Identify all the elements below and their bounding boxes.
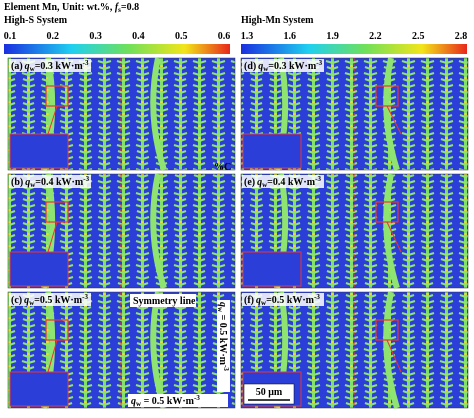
flux-value: = 0.5 kW·m [141,396,195,407]
panel-exp: -3 [315,175,321,183]
inset [9,133,69,169]
colorbar-tick-label: 0.1 [4,31,17,42]
colorbar-tick-label: 0.3 [89,31,102,42]
system-label: High-S System [4,15,68,26]
panel-sub: w [29,299,35,307]
panel-letter: (f) [244,295,254,306]
panel-var: q [24,295,29,306]
flux-var: q [217,302,228,307]
inset [9,371,69,407]
label-bg [9,59,91,72]
inset [242,251,302,287]
panel-label: (a) qw=0.3 kW·m-3 [11,59,89,73]
colorbar-tick-label: 0.6 [218,31,231,42]
panel-value: =0.4 kW·m [35,177,84,188]
panel-value: =0.3 kW·m [268,61,317,72]
panel-sub: w [262,181,268,189]
panel-letter: (c) [11,295,22,306]
panel-var: q [25,61,30,72]
panel: (d) qw=0.3 kW·m-3 [240,57,469,171]
zoom-arrow [386,105,402,135]
colorbar-tick-label: 0.2 [47,31,60,42]
panel: (b) qw=0.4 kW·m-3 [7,173,236,289]
flux-bg [217,300,230,392]
colorbar-tick-label: 1.3 [241,31,254,42]
flux-sub: w [136,400,142,408]
panel-exp: -3 [83,175,89,183]
panel: (f) qw=0.5 kW·m-3 [240,291,469,409]
panel: (a) qw=0.3 kW·m-3 [7,57,236,171]
flux-sub: w [216,307,224,313]
symmetry-label: Symmetry line [133,296,196,307]
colorbar-tick-label: 2.5 [412,31,425,42]
scale-label: 50 μm [256,387,283,398]
zoom-arrow [47,105,58,135]
flux-var: q [131,396,136,407]
panel-label: (c) qw=0.5 kW·m-3 [11,293,88,307]
system-label: High-Mn System [241,15,314,26]
flux-label: qw = 0.5 kW·m-3 [131,394,200,408]
panel-var: q [258,61,263,72]
flux-value: = 0.5 kW·m [217,312,228,366]
panel: (e) qw=0.4 kW·m-3 [240,173,469,289]
flux-label-rotated: qw = 0.5 kW·m-3 [216,302,230,371]
symmetry-bg [130,294,196,307]
zoom-arrow [47,221,58,253]
colorbar-tick-label: 0.4 [132,31,145,42]
panel-var: q [256,295,261,306]
label-bg [9,293,91,306]
panel-letter: (b) [11,177,23,188]
flux-exp: -3 [222,365,230,371]
scale-bg [243,383,295,405]
panel-letter: (d) [244,61,256,72]
panel-letter: (e) [244,177,255,188]
label-bg [242,293,324,306]
panel-sub: w [30,65,36,73]
panel-value: =0.3 kW·m [35,61,84,72]
panel-exp: -3 [316,59,322,67]
panel-label: (b) qw=0.4 kW·m-3 [11,175,90,189]
panel-value: =0.5 kW·m [34,295,83,306]
flux-exp: -3 [194,394,200,402]
zoom-arrow [386,339,402,373]
label-bg [242,59,324,72]
inset [9,251,69,287]
colorbar [4,44,230,54]
panel-var: q [25,177,30,188]
panel-var: q [257,177,262,188]
zoom-arrow [386,221,402,253]
panel-value: =0.5 kW·m [266,295,315,306]
label-bg [9,175,91,188]
panel-value: =0.4 kW·m [267,177,316,188]
panel-letter: (a) [11,61,23,72]
colorbar-tick-label: 1.6 [284,31,297,42]
title: Element Mn, Unit: wt.%, fs=0.8 [4,2,139,14]
panel-sub: w [261,299,267,307]
zoom-arrow [47,339,58,373]
panel-sub: w [30,181,36,189]
flux-bg [128,394,228,407]
panel-label: (e) qw=0.4 kW·m-3 [244,175,321,189]
label-bg [242,175,324,188]
colorbar-tick-label: 0.5 [175,31,188,42]
panel-label: (d) qw=0.3 kW·m-3 [244,59,323,73]
panel-exp: -3 [314,293,320,301]
colorbar-tick-label: 1.9 [326,31,339,42]
panel-exp: -3 [82,293,88,301]
colorbar [241,44,467,54]
inset [242,133,302,169]
colorbar-tick-label: 2.8 [455,31,468,42]
panel-label: (f) qw=0.5 kW·m-3 [244,293,320,307]
unit-label: %C [214,162,231,173]
panel: (c) qw=0.5 kW·m-3 [7,291,236,409]
panel-sub: w [263,65,269,73]
colorbar-tick-label: 2.2 [369,31,382,42]
panel-exp: -3 [83,59,89,67]
